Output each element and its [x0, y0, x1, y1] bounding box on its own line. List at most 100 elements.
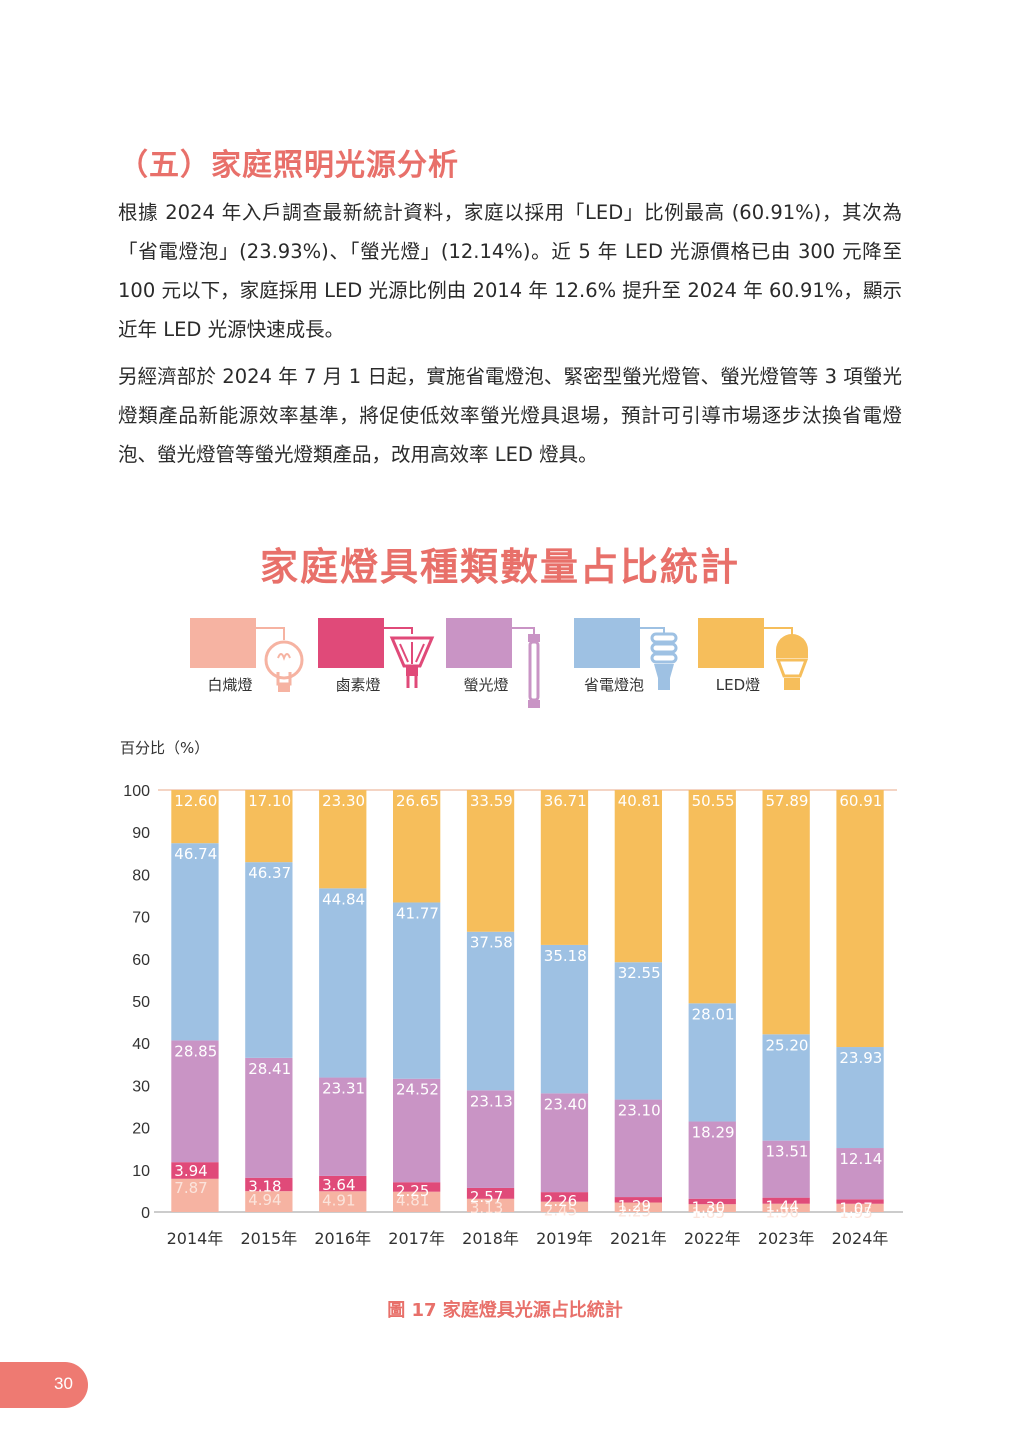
- data-label: 2.26: [544, 1192, 577, 1210]
- page-number: 30: [54, 1374, 73, 1393]
- bar-segment: [762, 1140, 810, 1198]
- legend-swatch-led: [698, 618, 764, 668]
- bar-segment: [466, 790, 515, 932]
- bar-segment: [245, 1057, 293, 1178]
- legend-label-incandescent: 白熾燈: [190, 674, 270, 695]
- bar-segment: [762, 1197, 810, 1204]
- legend-label-led: LED燈: [698, 674, 778, 695]
- data-label: 4.91: [322, 1191, 355, 1209]
- data-label: 35.18: [544, 947, 587, 965]
- legend-swatch-cfl: [574, 618, 640, 668]
- bar-segment: [171, 843, 219, 1041]
- bar-segment: [245, 790, 293, 863]
- data-label: 33.59: [470, 792, 513, 810]
- bar-segment: [688, 1121, 736, 1199]
- data-label: 57.89: [766, 792, 809, 810]
- data-label: 32.55: [618, 964, 661, 982]
- bar-segment: [836, 790, 884, 1048]
- data-label: 1.07: [839, 1199, 872, 1217]
- legend-swatch-fluorescent: [446, 618, 512, 668]
- data-label: 4.81: [396, 1192, 429, 1210]
- data-label: 46.74: [174, 845, 217, 863]
- data-label: 1.30: [692, 1199, 725, 1217]
- incandescent-bulb-icon: [256, 627, 304, 692]
- bar-segment: [245, 862, 293, 1058]
- bar-segment: [614, 962, 662, 1100]
- y-tick-label: 20: [132, 1121, 150, 1138]
- legend-item-led: LED燈: [698, 618, 818, 718]
- x-tick-label: 2014年: [167, 1229, 224, 1248]
- y-tick-label: 70: [132, 910, 150, 927]
- data-label: 23.13: [470, 1092, 513, 1110]
- bar-segment: [393, 1182, 441, 1192]
- chart-title: 家庭燈具種類數量占比統計: [259, 545, 740, 589]
- data-label: 23.30: [322, 792, 365, 810]
- bar-segment: [540, 1192, 589, 1202]
- bar-segment: [319, 1077, 367, 1176]
- bar-segment: [171, 1040, 219, 1163]
- data-label: 2.45: [544, 1202, 577, 1220]
- bar-segment: [319, 1175, 367, 1192]
- x-tick-label: 2018年: [462, 1229, 519, 1248]
- paragraph-led-adoption: 根據 2024 年入戶調查最新統計資料，家庭以採用「LED」比例最高 (60.9…: [118, 201, 902, 341]
- fluorescent-tube-icon: [512, 627, 540, 708]
- data-label: 3.13: [470, 1199, 503, 1217]
- bar-segment: [393, 1191, 441, 1212]
- bar-segment: [540, 1201, 589, 1212]
- bar-segment: [762, 1034, 810, 1141]
- data-label: 3.18: [248, 1178, 281, 1196]
- y-tick-label: 10: [132, 1163, 150, 1180]
- data-label: 25.20: [766, 1036, 809, 1054]
- bar-segment: [614, 1202, 662, 1212]
- bar-segment: [614, 1197, 662, 1203]
- bar-segment: [688, 1198, 736, 1205]
- data-label: 4.94: [248, 1191, 281, 1209]
- legend-swatch-halogen: [318, 618, 384, 668]
- bar-segment: [540, 790, 589, 945]
- x-tick-label: 2015年: [240, 1229, 297, 1248]
- data-label: 24.52: [396, 1081, 439, 1099]
- data-label: 23.93: [839, 1049, 882, 1067]
- data-label: 23.31: [322, 1080, 365, 1098]
- bar-segment: [836, 1199, 884, 1204]
- halogen-lamp-icon: [384, 627, 435, 688]
- y-tick-label: 40: [132, 1036, 150, 1053]
- bar-segment: [393, 790, 441, 903]
- data-label: 2.25: [396, 1182, 429, 1200]
- bar-segment: [245, 1177, 293, 1192]
- bar-segment: [171, 790, 219, 844]
- bar-segment: [614, 790, 662, 963]
- chart-legend: 白熾燈 鹵素燈 螢光燈 省電燈泡: [0, 610, 1024, 720]
- data-label: 7.87: [174, 1179, 207, 1197]
- bar-segment: [836, 1203, 884, 1212]
- data-label: 1.29: [618, 1197, 651, 1215]
- bar-segment: [171, 1178, 219, 1212]
- bar-segment: [319, 1191, 367, 1212]
- y-axis-label: 百分比（%）: [120, 739, 210, 757]
- bar-segment: [836, 1148, 884, 1200]
- x-tick-label: 2016年: [314, 1229, 371, 1248]
- legend-item-incandescent: 白熾燈: [190, 618, 310, 718]
- data-label: 12.60: [174, 792, 217, 810]
- data-label: 2.57: [470, 1188, 503, 1206]
- data-label: 50.55: [692, 792, 735, 810]
- paragraph-efficiency-standard: 另經濟部於 2024 年 7 月 1 日起，實施省電燈泡、緊密型螢光燈管、螢光燈…: [118, 365, 902, 466]
- data-label: 41.77: [396, 904, 439, 922]
- data-label: 23.10: [618, 1102, 661, 1120]
- bar-segment: [540, 1093, 589, 1193]
- page-number-tab: 30: [0, 1362, 88, 1408]
- data-label: 3.94: [174, 1162, 207, 1180]
- legend-item-fluorescent: 螢光燈: [446, 618, 566, 718]
- data-label: 17.10: [248, 792, 291, 810]
- y-tick-label: 30: [132, 1078, 150, 1095]
- legend-label-halogen: 鹵素燈: [318, 674, 398, 695]
- data-label: 1.85: [692, 1204, 725, 1222]
- y-tick-label: 0: [141, 1205, 150, 1222]
- legend-label-cfl: 省電燈泡: [574, 674, 654, 695]
- data-label: 37.58: [470, 934, 513, 952]
- led-bulb-icon: [764, 627, 809, 690]
- data-label: 60.91: [839, 792, 882, 810]
- cfl-bulb-icon: [640, 627, 678, 690]
- data-label: 2.25: [618, 1203, 651, 1221]
- data-label: 28.85: [174, 1042, 217, 1060]
